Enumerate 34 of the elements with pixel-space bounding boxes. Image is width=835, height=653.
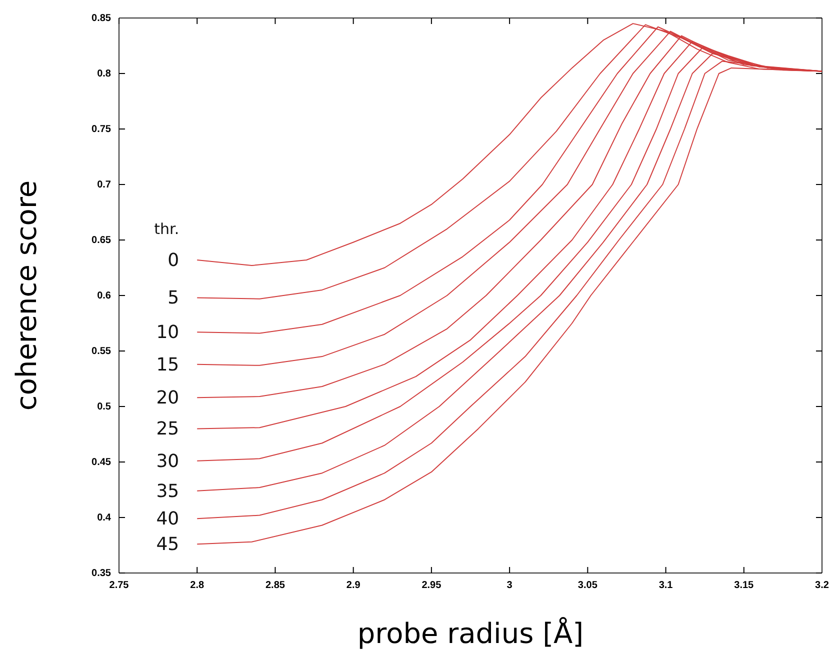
y-tick-label: 0.65 [92,235,112,246]
series-label: 35 [156,480,180,502]
x-tick-label: 3 [506,580,513,592]
y-tick-label: 0.75 [92,124,112,136]
y-tick-label: 0.7 [97,180,112,191]
series-label: 30 [156,450,180,472]
x-tick-label: 3.1 [658,580,674,592]
series-label: 20 [156,388,180,409]
y-tick-label: 0.55 [92,346,112,358]
x-tick-label: 2.9 [346,580,361,592]
x-tick-label: 2.95 [422,580,442,592]
series-label: 45 [156,534,180,556]
x-tick-label: 3.2 [815,580,830,592]
series-label: 5 [168,288,180,309]
series-label: 40 [156,508,180,530]
y-tick-label: 0.6 [97,290,112,302]
y-tick-label: 0.35 [92,568,112,580]
y-tick-label: 0.4 [97,512,112,524]
series-label: 0 [168,250,180,271]
x-tick-label: 3.15 [734,580,754,592]
series-label: 15 [156,354,180,376]
x-tick-label: 2.85 [265,580,286,592]
series-label: 25 [156,418,180,440]
y-tick-label: 0.85 [92,13,112,24]
series-label: 10 [156,322,180,344]
x-tick-label: 2.75 [109,580,130,592]
legend-title: thr. [154,220,180,238]
x-axis-title: probe radius [Å] [357,617,584,650]
y-axis-title: coherence score [10,180,43,411]
x-tick-label: 3.05 [578,580,598,592]
y-tick-label: 0.45 [92,457,112,468]
y-tick-label: 0.5 [97,402,112,413]
x-tick-label: 2.8 [190,580,204,592]
y-tick-label: 0.8 [97,68,112,80]
